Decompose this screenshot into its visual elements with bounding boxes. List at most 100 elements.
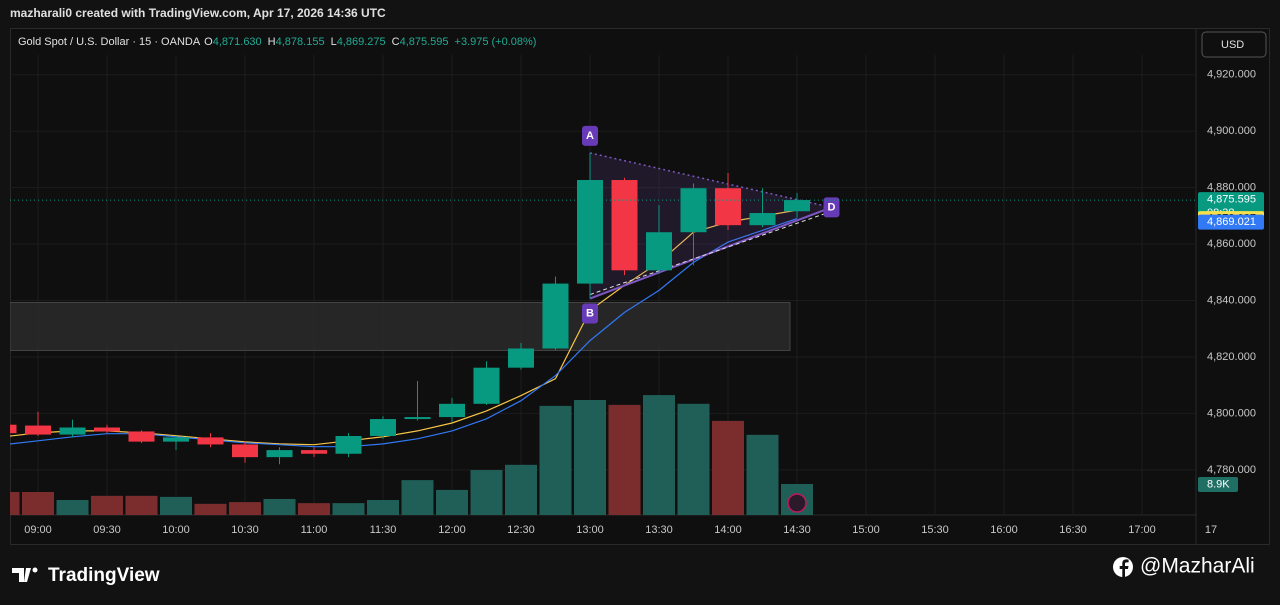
x-tick-label: 12:00 [438,524,466,536]
pattern-badge [582,125,598,146]
volume-bar [470,470,503,515]
x-tick-label: 16:30 [1059,524,1087,536]
volume-bar [574,399,606,515]
price-tag [1198,214,1264,230]
pattern-label: D [828,201,836,213]
candle-body [508,348,534,368]
volume-bar [229,502,261,515]
candle-body [473,367,500,404]
volume-bar [367,500,399,515]
candle-body [749,213,776,226]
price-tag-label: 4,875.595 [1207,193,1256,205]
legend-item: L [331,36,337,48]
legend-item: 4,878.155 [276,36,325,48]
x-tick-label: 11:00 [301,524,328,536]
legend: Gold Spot / U.S. Dollar · 15 · OANDA O4,8… [18,36,536,48]
x-tick-label: 10:00 [162,524,190,536]
legend-item: Gold Spot / U.S. Dollar · 15 · OANDA [18,36,201,48]
volume-bar [91,495,123,515]
candle-body [542,283,569,349]
zone [10,301,791,351]
x-tick-label: 09:00 [24,524,52,536]
volume-bar [56,500,89,515]
currency-button[interactable] [1201,31,1267,58]
x-tick-label: 10:30 [231,524,259,536]
x-tick-label: 12:30 [507,524,535,536]
plot-area [10,55,1196,515]
y-tick-label: 4,800.000 [1207,407,1256,419]
volume-bar [539,405,572,515]
y-tick-label: 4,860.000 [1207,238,1256,250]
candle-body [611,180,638,271]
candle-body [197,437,224,445]
volume-bar [401,480,434,515]
pattern-line [589,152,832,209]
candle-body [266,450,293,458]
candle-body [232,444,258,458]
volume-bar [746,434,779,515]
legend-item: O [204,36,213,48]
volume-bar [125,495,158,515]
volume-bar [436,489,468,515]
legend-item: H [268,36,276,48]
tradingview-logo: TradingView [12,565,160,586]
x-tick-label: 17:00 [1128,524,1156,536]
candle-body [335,435,362,454]
candle-body [404,417,431,420]
legend-item: 4,875.595 [400,36,449,48]
y-tick-label: 4,840.000 [1207,294,1256,306]
pattern-label: B [586,307,594,319]
candle-body [715,188,741,226]
candle-body [680,188,707,233]
y-tick-label: 4,780.000 [1207,464,1256,476]
volume-bar [194,503,227,515]
volume-tag-label: 8.9K [1207,478,1230,490]
volume-bar [677,403,710,515]
candle-body [128,431,155,442]
handle: @MazharAli [1140,555,1255,578]
volume-tag [1198,476,1238,492]
legend-item: 4,869.275 [337,36,386,48]
x-tick-label: 17 [1205,524,1217,536]
currency-label: USD [1221,39,1244,51]
legend-item: 4,871.630 [213,36,262,48]
volume-bar [332,503,365,515]
x-tick-label: 16:00 [990,524,1018,536]
logo-dot [32,567,38,573]
candle-body [25,425,51,435]
volume-bar [160,496,192,515]
alert-icon [787,493,807,513]
candle-body [59,427,86,435]
pattern-badge [823,197,840,218]
volume-bar [298,503,330,515]
x-tick-label: 14:30 [783,524,811,536]
x-tick-label: 14:00 [714,524,742,536]
candle-body [301,450,327,454]
x-tick-label: 15:30 [921,524,949,536]
candle-body [439,403,465,418]
candle-body [94,427,120,432]
y-tick-label: 4,900.000 [1207,125,1256,137]
volume-bar [712,420,744,515]
pattern-label: A [586,130,594,142]
volume-bar [263,498,296,515]
candle-body [370,419,396,436]
candle-body [577,180,603,284]
candle-body [646,232,672,271]
volume-bar [10,491,20,515]
candle-body [10,424,17,434]
y-tick-label: 4,880.000 [1207,182,1256,194]
y-tick-label: 4,920.000 [1207,69,1256,81]
x-tick-label: 09:30 [93,524,121,536]
candle-body [784,200,810,212]
facebook-glyph [1119,559,1129,577]
x-tick-label: 15:00 [852,524,880,536]
candle-body [163,437,189,442]
volume-bar [608,404,641,515]
credit: mazharali0 created with TradingView.com,… [10,6,386,20]
brand: TradingView [48,565,160,586]
volume-bar [505,464,537,515]
price-tag-label: 4,869.021 [1207,216,1256,228]
